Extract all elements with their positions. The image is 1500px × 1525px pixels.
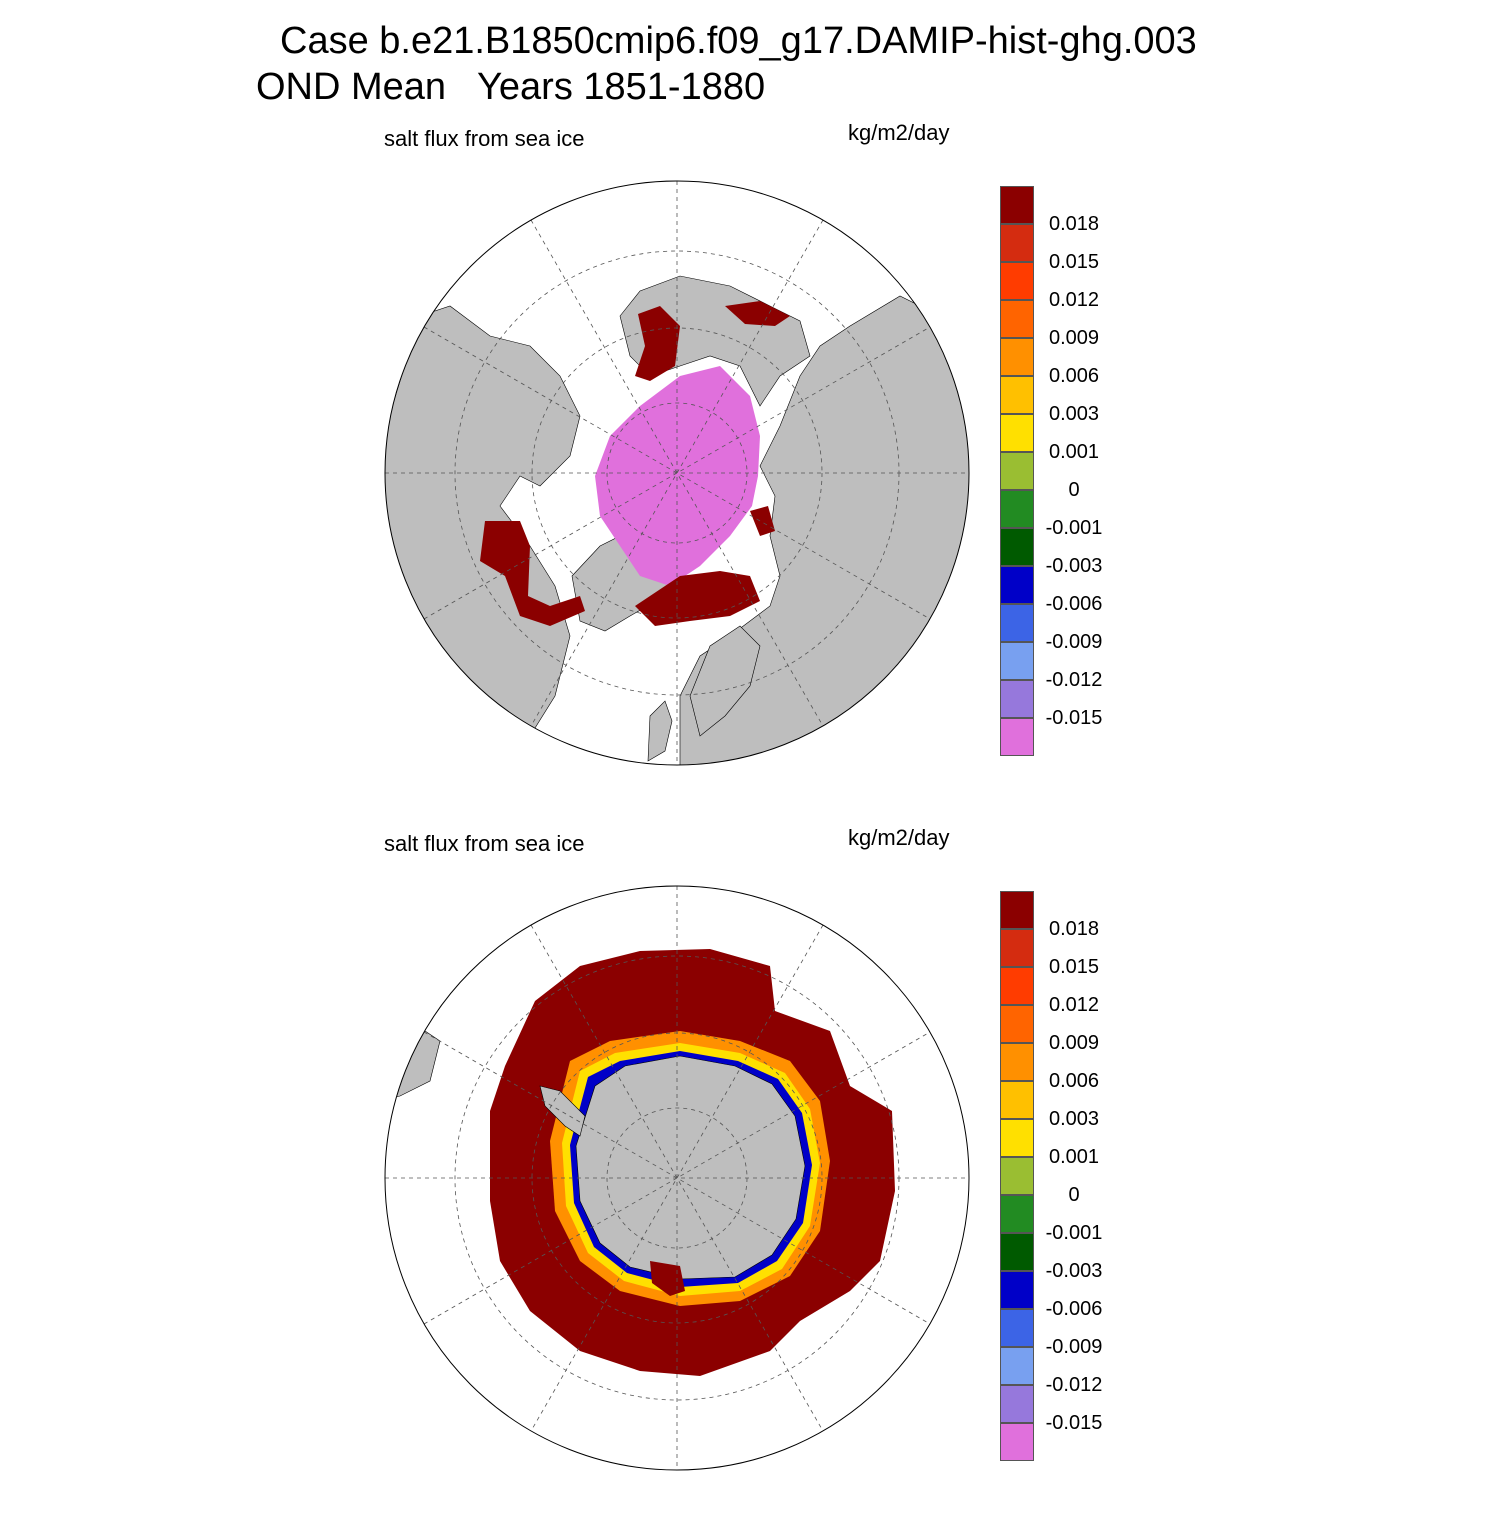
colorbar-swatch [1000, 929, 1034, 967]
colorbar-tick-label: -0.012 [1045, 669, 1103, 691]
colorbar-swatch [1000, 262, 1034, 300]
panel-variable-label: salt flux from sea ice [384, 831, 585, 856]
colorbar-swatch [1000, 1195, 1034, 1233]
figure-title-line-1: Case b.e21.B1850cmip6.f09_g17.DAMIP-hist… [280, 20, 1197, 62]
colorbar-swatch [1000, 1347, 1034, 1385]
panel-units-label: kg/m2/day [848, 825, 950, 850]
colorbar-tick-label: 0.003 [1048, 1108, 1100, 1130]
map-boundary [384, 180, 970, 766]
colorbar-swatch [1000, 718, 1034, 756]
colorbar-swatch [1000, 1157, 1034, 1195]
colorbar-tick-label: 0.006 [1048, 365, 1100, 387]
colorbar-tick-label: -0.012 [1045, 1374, 1103, 1396]
colorbar-swatch [1000, 1005, 1034, 1043]
colorbar-tick-label: -0.003 [1045, 555, 1103, 577]
colorbar-tick-label: 0 [1068, 479, 1080, 501]
colorbar-swatch [1000, 1043, 1034, 1081]
colorbar-tick-label: -0.006 [1045, 593, 1103, 615]
graticule [385, 181, 969, 765]
ross-sea-polynya [650, 1261, 685, 1296]
colorbar-tick-label: 0.009 [1048, 327, 1100, 349]
land-scandinavia [689, 625, 761, 737]
sea-ice-negative-flux [595, 366, 760, 586]
colorbar-swatch [1000, 1309, 1034, 1347]
land-antarctic-peninsula [539, 1085, 586, 1137]
ice-edge-positive-flux-bering [635, 306, 680, 381]
colorbar-swatch [1000, 300, 1034, 338]
south-polar-map [384, 885, 970, 1471]
colorbar-tick-label: -0.001 [1045, 1222, 1103, 1244]
colorbar-swatch [1000, 490, 1034, 528]
colorbar-swatch [1000, 642, 1034, 680]
colorbar-tick-label: -0.009 [1045, 1336, 1103, 1358]
ice-edge-positive-flux-labrador [480, 521, 585, 626]
colorbar-tick-label: -0.015 [1045, 1412, 1103, 1434]
colorbar-tick-label: 0.006 [1048, 1070, 1100, 1092]
colorbar-swatch [1000, 414, 1034, 452]
map-boundary [384, 885, 970, 1471]
south-polar-panel: salt flux from sea ice kg/m2/day [0, 825, 1500, 1525]
colorbar-swatch [1000, 338, 1034, 376]
colorbar-swatch [1000, 528, 1034, 566]
colorbar-swatch [1000, 1271, 1034, 1309]
colorbar-tick-label: 0.018 [1048, 213, 1100, 235]
colorbar-tick-label: -0.003 [1045, 1260, 1103, 1282]
colorbar-tick-label: 0.009 [1048, 1032, 1100, 1054]
north-polar-map [384, 180, 970, 766]
colorbar-swatch [1000, 1119, 1034, 1157]
land-antarctica [575, 1055, 806, 1280]
ice-edge-positive-flux-east-greenland [750, 506, 775, 536]
colorbar-tick-label: -0.015 [1045, 707, 1103, 729]
ice-edge-positive-flux-okhotsk [725, 301, 790, 326]
colorbar-tick-label: 0.015 [1048, 251, 1100, 273]
colorbar-tick-label: 0.012 [1048, 289, 1100, 311]
panel-units-label: kg/m2/day [848, 120, 950, 145]
figure-title-line-2: OND Mean Years 1851-1880 [256, 66, 766, 108]
colorbar-tick-label: 0.018 [1048, 918, 1100, 940]
panel-variable-label: salt flux from sea ice [384, 126, 585, 151]
colorbar-swatch [1000, 967, 1034, 1005]
colorbar-swatch [1000, 1233, 1034, 1271]
colorbar-swatch [1000, 566, 1034, 604]
colorbar-tick-label: 0.012 [1048, 994, 1100, 1016]
colorbar-swatch [1000, 680, 1034, 718]
colorbar-tick-label: -0.009 [1045, 631, 1103, 653]
colorbar-swatch [1000, 224, 1034, 262]
colorbar-tick-label: 0.001 [1048, 441, 1100, 463]
colorbar-swatch [1000, 891, 1034, 929]
colorbar-swatch [1000, 1081, 1034, 1119]
colorbar-swatch [1000, 186, 1034, 224]
ice-edge-positive-flux-barents [635, 571, 760, 626]
colorbar-tick-label: 0.003 [1048, 403, 1100, 425]
colorbar-swatch [1000, 604, 1034, 642]
graticule [385, 886, 969, 1470]
colorbar-tick-label: -0.001 [1045, 517, 1103, 539]
colorbar-swatch [1000, 452, 1034, 490]
colorbar-tick-label: 0.001 [1048, 1146, 1100, 1168]
land-britain [647, 700, 673, 762]
colorbar-tick-label: -0.006 [1045, 1298, 1103, 1320]
colorbar-tick-label: 0.015 [1048, 956, 1100, 978]
colorbar-tick-label: 0 [1068, 1184, 1080, 1206]
colorbar-swatch [1000, 1423, 1034, 1461]
north-polar-panel: salt flux from sea ice kg/m2/day [0, 120, 1500, 820]
colorbar-swatch [1000, 1385, 1034, 1423]
colorbar-swatch [1000, 376, 1034, 414]
